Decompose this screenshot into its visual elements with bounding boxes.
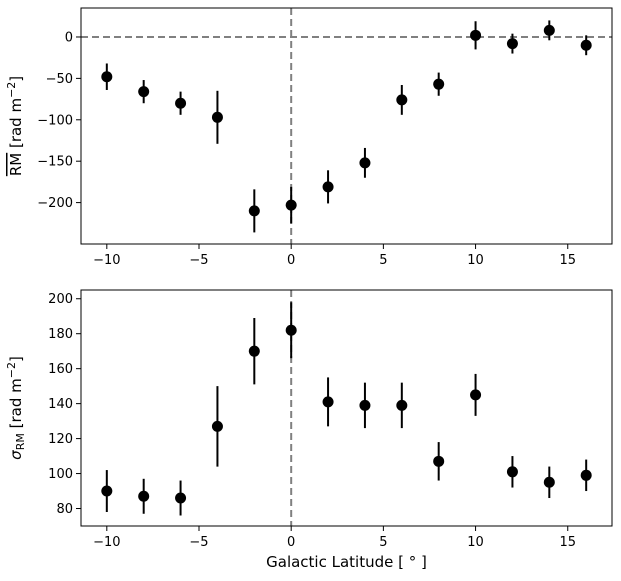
x-tick-label: 0 [287, 253, 295, 268]
data-point [396, 399, 408, 411]
data-point [322, 181, 334, 193]
x-tick-label: 15 [559, 253, 576, 268]
data-point [101, 485, 113, 497]
data-point [506, 466, 518, 478]
data-point [175, 97, 187, 109]
x-tick-label: −5 [189, 253, 208, 268]
data-point [470, 389, 482, 401]
y-tick-label: −100 [37, 113, 73, 128]
data-point [506, 38, 518, 50]
axes-frame [80, 7, 613, 245]
data-point [101, 71, 113, 83]
y-axis-label: RM [rad m−2] [5, 76, 25, 176]
x-tick-label: −10 [93, 253, 120, 268]
data-point [322, 396, 334, 408]
y-tick-label: −50 [46, 72, 73, 87]
x-tick-label: 10 [467, 535, 484, 550]
data-point [433, 78, 445, 90]
x-tick-label: 10 [467, 253, 484, 268]
y-tick-label: −150 [37, 155, 73, 170]
y-axis-label: σRM [rad m−2] [5, 356, 27, 460]
data-point [285, 324, 297, 336]
y-tick-label: 100 [48, 467, 73, 482]
data-point [470, 29, 482, 41]
data-point [138, 490, 150, 502]
data-point [580, 39, 592, 51]
data-point [248, 205, 260, 217]
x-tick-label: −10 [93, 535, 120, 550]
x-tick-label: 15 [559, 535, 576, 550]
data-point [248, 345, 260, 357]
data-point [285, 199, 297, 211]
y-tick-label: 80 [56, 502, 73, 517]
data-point [359, 399, 371, 411]
data-point [396, 94, 408, 106]
y-tick-label: −200 [37, 196, 73, 211]
y-tick-label: 180 [48, 327, 73, 342]
data-point [211, 420, 223, 432]
data-point [580, 469, 592, 481]
data-point [359, 157, 371, 169]
x-axis-label: Galactic Latitude [ ° ] [266, 553, 427, 571]
data-point [543, 24, 555, 36]
data-point [211, 111, 223, 123]
y-tick-label: 0 [65, 30, 73, 45]
x-tick-label: −5 [189, 535, 208, 550]
data-point [138, 86, 150, 98]
y-tick-label: 200 [48, 292, 73, 307]
data-point [433, 455, 445, 467]
y-tick-label: 120 [48, 432, 73, 447]
y-tick-label: 140 [48, 397, 73, 412]
data-point [543, 476, 555, 488]
axes-frame [80, 289, 613, 527]
sigma-rm-panel: −10 −5 0 5 10 15 80 100 120 140 160 180 200 σRM [rad … [5, 289, 613, 571]
x-tick-label: 0 [287, 535, 295, 550]
x-tick-label: 5 [379, 535, 387, 550]
y-tick-label: 160 [48, 362, 73, 377]
data-point [175, 492, 187, 504]
x-tick-label: 5 [379, 253, 387, 268]
